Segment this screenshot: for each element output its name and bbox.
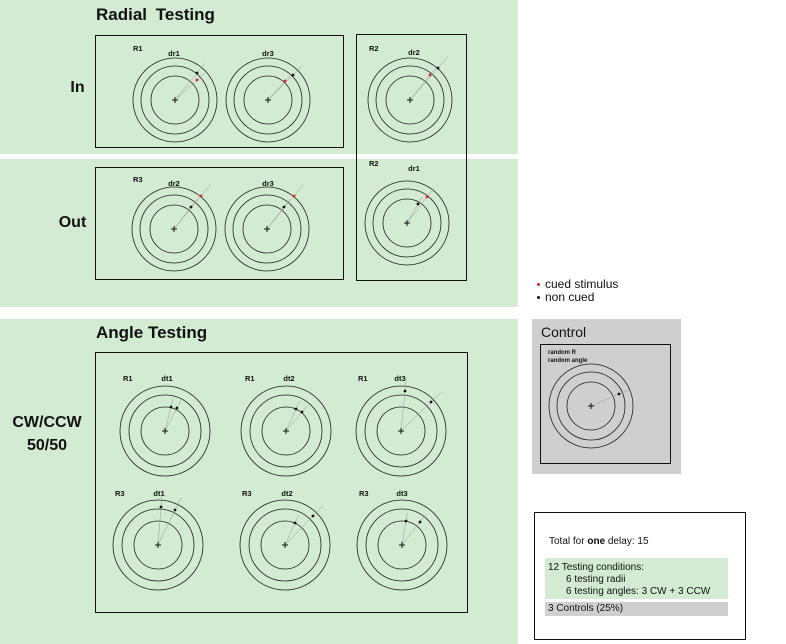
radial-out-r-label: R3: [133, 175, 143, 184]
radial-r2-bottom-r-label: R2: [369, 159, 379, 168]
summary-testing-radii: 6 testing radii: [566, 574, 626, 585]
summary-testing-block: [545, 558, 728, 599]
radial-r2-bottom-stim-label: dr1: [408, 164, 420, 173]
control-box: [540, 344, 671, 464]
legend-cued: cued stimulus: [537, 277, 618, 291]
angle-cell3-r-label: R1: [358, 374, 368, 383]
legend-non-cued-dot: [537, 296, 540, 300]
angle-cell3-d-label: dt3: [394, 374, 406, 383]
angle-cell1-d-label: dt1: [161, 374, 173, 383]
angle-cell5-r-label: R3: [242, 489, 252, 498]
control-title: Control: [541, 324, 587, 340]
angle-box: [95, 352, 468, 613]
angle-row-label-line2: 50/50: [26, 437, 68, 454]
summary-controls-block: [545, 602, 728, 616]
radial-r2-top-stim-label: dr2: [408, 48, 420, 57]
radial-in-stim1-label: dr1: [168, 49, 180, 58]
summary-total-bold: one: [587, 536, 606, 547]
radial-out-box: [95, 167, 344, 280]
radial-in-box: [95, 35, 344, 148]
radial-out-stim1-label: dr2: [168, 179, 180, 188]
summary-testing-conditions: 12 Testing conditions:: [548, 562, 644, 573]
angle-cell2-d-label: dt2: [283, 374, 295, 383]
angle-cell4-r-label: R3: [115, 489, 125, 498]
angle-cell2-r-label: R1: [245, 374, 255, 383]
angle-cell4-d-label: dt1: [153, 489, 165, 498]
control-line2: random angle: [548, 358, 588, 364]
angle-cell5-d-label: dt2: [281, 489, 293, 498]
summary-total: Total for one delay: 15: [549, 536, 649, 547]
control-line1: random R: [548, 350, 577, 356]
summary-controls: 3 Controls (25%): [548, 603, 624, 614]
legend-non-cued-label: non cued: [545, 290, 595, 304]
angle-testing-title: Angle Testing: [96, 323, 208, 342]
radial-out-stim2-label: dr3: [262, 179, 274, 188]
row-label-in: In: [70, 79, 85, 96]
legend-non-cued: non cued: [537, 290, 594, 304]
radial-r2-top-r-label: R2: [369, 44, 379, 53]
summary-box: [534, 512, 746, 640]
radial-in-stim2-label: dr3: [262, 49, 274, 58]
summary-total-suffix: delay: 15: [605, 536, 649, 547]
radial-r2-box: [356, 34, 467, 281]
row-label-out: Out: [58, 214, 87, 231]
legend-cued-dot: [537, 283, 540, 287]
angle-cell1-r-label: R1: [123, 374, 133, 383]
summary-testing-angles: 6 testing angles: 3 CW + 3 CCW: [566, 586, 711, 597]
angle-row-label-line1: CW/CCW: [12, 414, 82, 431]
radial-in-r-label: R1: [133, 44, 143, 53]
radial-testing-title: Radial Testing: [96, 5, 215, 24]
angle-cell6-r-label: R3: [359, 489, 369, 498]
angle-cell6-d-label: dt3: [396, 489, 408, 498]
legend-cued-label: cued stimulus: [545, 277, 619, 291]
summary-total-prefix: Total for: [549, 536, 588, 547]
